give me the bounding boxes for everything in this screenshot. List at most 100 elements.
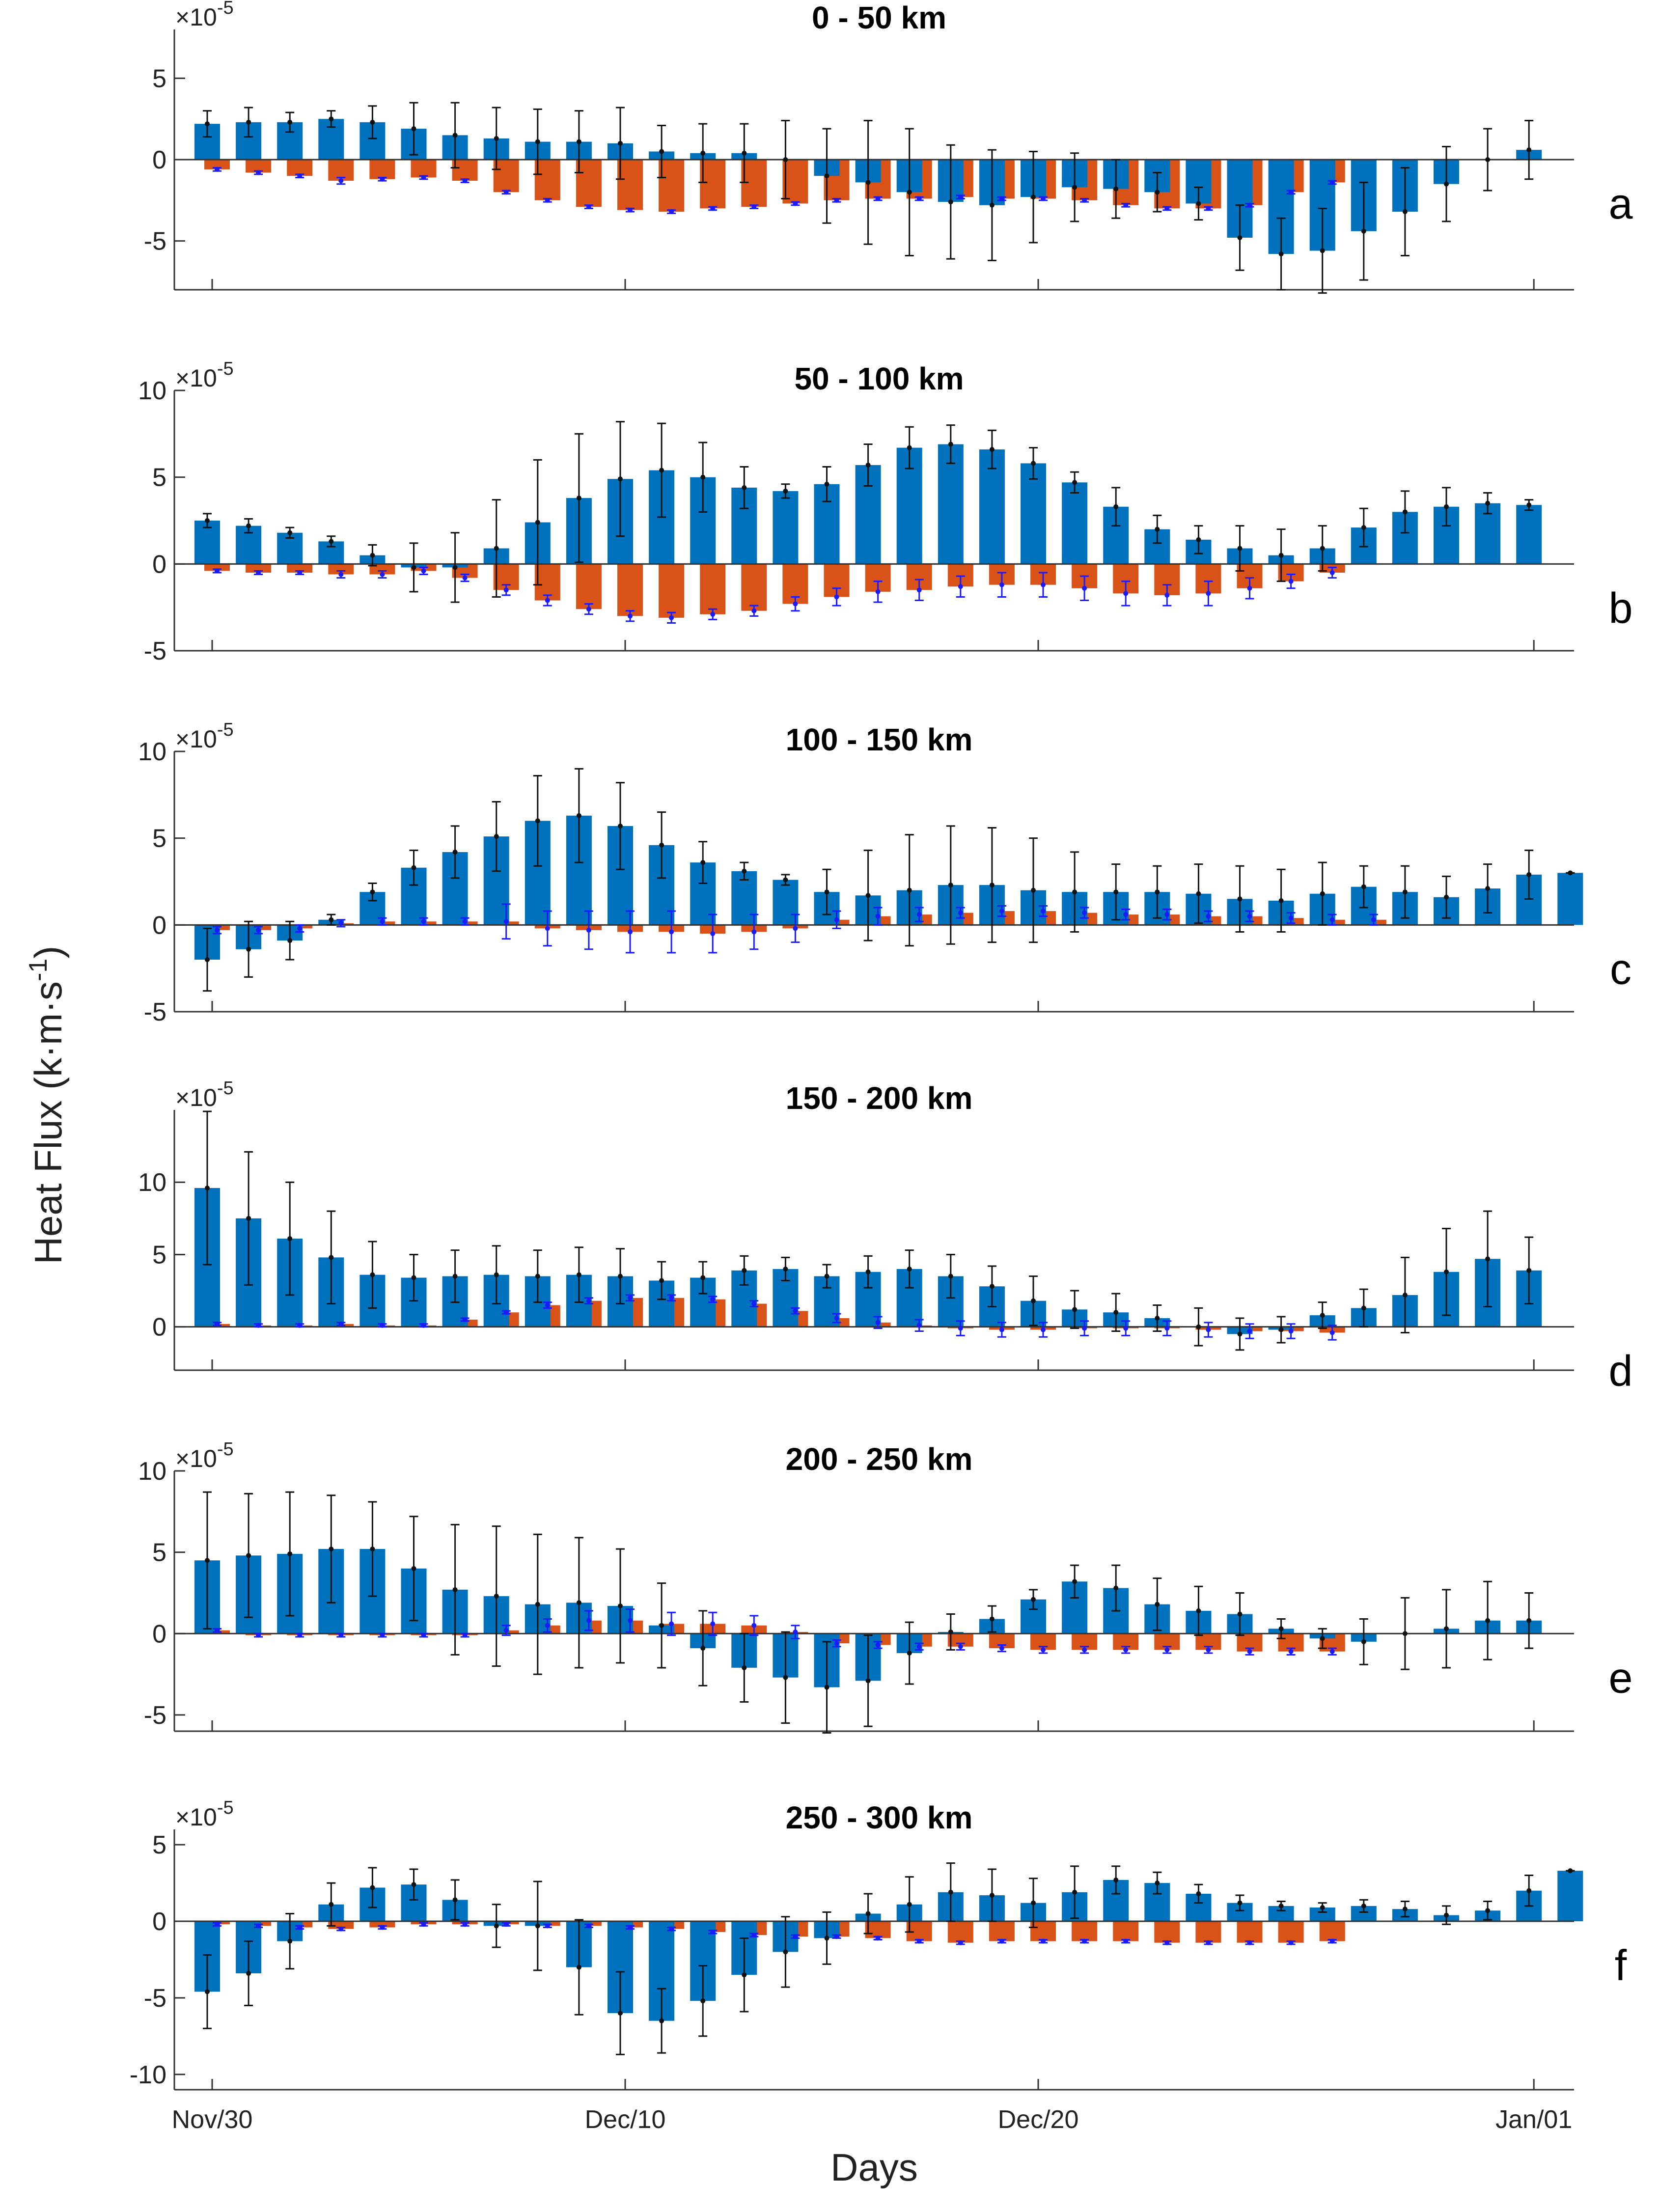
data-point-orange (669, 929, 674, 935)
data-point-orange (875, 1642, 881, 1648)
data-point-orange (1164, 912, 1170, 917)
y-tick-label: 10 (138, 377, 166, 405)
exponent-label: ×10-5 (175, 1439, 234, 1472)
data-point-blue (989, 1616, 995, 1622)
data-point-blue (494, 1272, 499, 1277)
data-point-blue (824, 481, 830, 487)
bar-blue (1557, 1871, 1583, 1922)
data-point-orange (751, 1933, 757, 1938)
panel-letter: a (1609, 179, 1633, 228)
y-axis-label-text: Heat Flux (k·m·s (27, 981, 70, 1264)
data-point-blue (1155, 190, 1160, 195)
data-point-orange (628, 929, 633, 935)
data-point-blue (370, 553, 375, 558)
data-point-orange (710, 1621, 716, 1627)
data-point-orange (628, 1925, 633, 1930)
data-point-blue (865, 893, 871, 898)
data-point-blue (1402, 1292, 1408, 1298)
data-point-orange (958, 1644, 963, 1649)
data-point-orange (338, 1321, 344, 1327)
data-point-blue (1402, 509, 1408, 515)
y-tick-label: 5 (152, 1241, 166, 1269)
bar-orange (1319, 1921, 1345, 1941)
data-point-blue (989, 883, 995, 888)
x-tick-label: Dec/10 (585, 2105, 666, 2134)
bar-orange (328, 1921, 354, 1929)
data-point-blue (1113, 1310, 1119, 1315)
panel-title: 250 - 300 km (786, 1800, 973, 1835)
bar-orange (328, 564, 354, 575)
data-point-orange (380, 1632, 385, 1638)
data-point-blue (1196, 1891, 1201, 1896)
data-point-blue (535, 1602, 540, 1607)
data-point-orange (628, 1618, 633, 1623)
data-point-orange (297, 1925, 303, 1930)
data-point-blue (1155, 526, 1160, 532)
bar-blue (773, 491, 799, 564)
data-point-blue (1113, 186, 1119, 192)
data-point-orange (1041, 196, 1046, 201)
data-point-orange (1206, 913, 1211, 919)
data-point-blue (1361, 1639, 1366, 1644)
data-point-blue (494, 1594, 499, 1599)
data-point-orange (215, 166, 220, 172)
data-point-blue (246, 946, 251, 952)
y-tick-label: 0 (152, 1313, 166, 1342)
bar-orange (369, 564, 395, 575)
panel-title: 100 - 150 km (786, 722, 973, 757)
data-point-orange (1164, 1940, 1170, 1945)
data-point-blue (865, 1911, 871, 1916)
data-point-blue (576, 1272, 581, 1277)
data-point-blue (1031, 1597, 1036, 1602)
data-point-blue (287, 1236, 293, 1242)
data-point-blue (1568, 870, 1573, 876)
bar-orange (1237, 1921, 1263, 1943)
data-point-blue (370, 119, 375, 125)
exponent-base: ×10 (175, 1803, 217, 1831)
data-point-orange (586, 1923, 591, 1929)
data-point-orange (669, 1295, 674, 1300)
data-point-orange (1206, 1327, 1211, 1332)
data-point-blue (1072, 1579, 1078, 1584)
exponent-power: -5 (217, 0, 234, 18)
data-point-orange (793, 601, 798, 607)
data-point-blue (1320, 1905, 1325, 1910)
data-point-orange (380, 919, 385, 924)
data-point-blue (700, 150, 706, 156)
data-point-orange (1123, 1647, 1129, 1653)
data-point-blue (1485, 1618, 1491, 1623)
data-point-orange (793, 201, 798, 206)
data-point-orange (834, 594, 839, 600)
data-point-blue (1031, 461, 1036, 466)
y-tick-label: 10 (138, 1457, 166, 1486)
data-point-orange (256, 927, 261, 933)
data-point-orange (338, 572, 344, 577)
bar-orange (1195, 1921, 1221, 1943)
data-point-orange (1288, 190, 1294, 195)
data-point-orange (297, 1323, 303, 1328)
data-point-blue (576, 1964, 581, 1970)
bar-orange (1278, 1921, 1304, 1943)
data-point-orange (421, 1632, 426, 1638)
data-point-blue (370, 1272, 375, 1277)
data-point-orange (380, 176, 385, 182)
data-point-orange (958, 1940, 963, 1945)
data-point-blue (1485, 886, 1491, 891)
data-point-blue (329, 539, 334, 544)
data-point-orange (710, 931, 716, 936)
data-point-blue (1526, 1618, 1532, 1623)
data-point-orange (338, 920, 344, 926)
data-point-blue (411, 1566, 416, 1571)
data-point-orange (875, 913, 881, 919)
exponent-base: ×10 (175, 1445, 217, 1472)
data-point-blue (824, 173, 830, 179)
data-point-blue (907, 887, 912, 893)
data-point-orange (1123, 202, 1129, 208)
data-point-orange (958, 194, 963, 200)
y-tick-label: -5 (144, 637, 166, 665)
data-point-orange (1206, 206, 1211, 211)
data-point-orange (545, 1923, 550, 1929)
data-point-blue (1361, 1305, 1366, 1311)
data-point-blue (1113, 889, 1119, 895)
data-point-orange (1371, 917, 1376, 922)
